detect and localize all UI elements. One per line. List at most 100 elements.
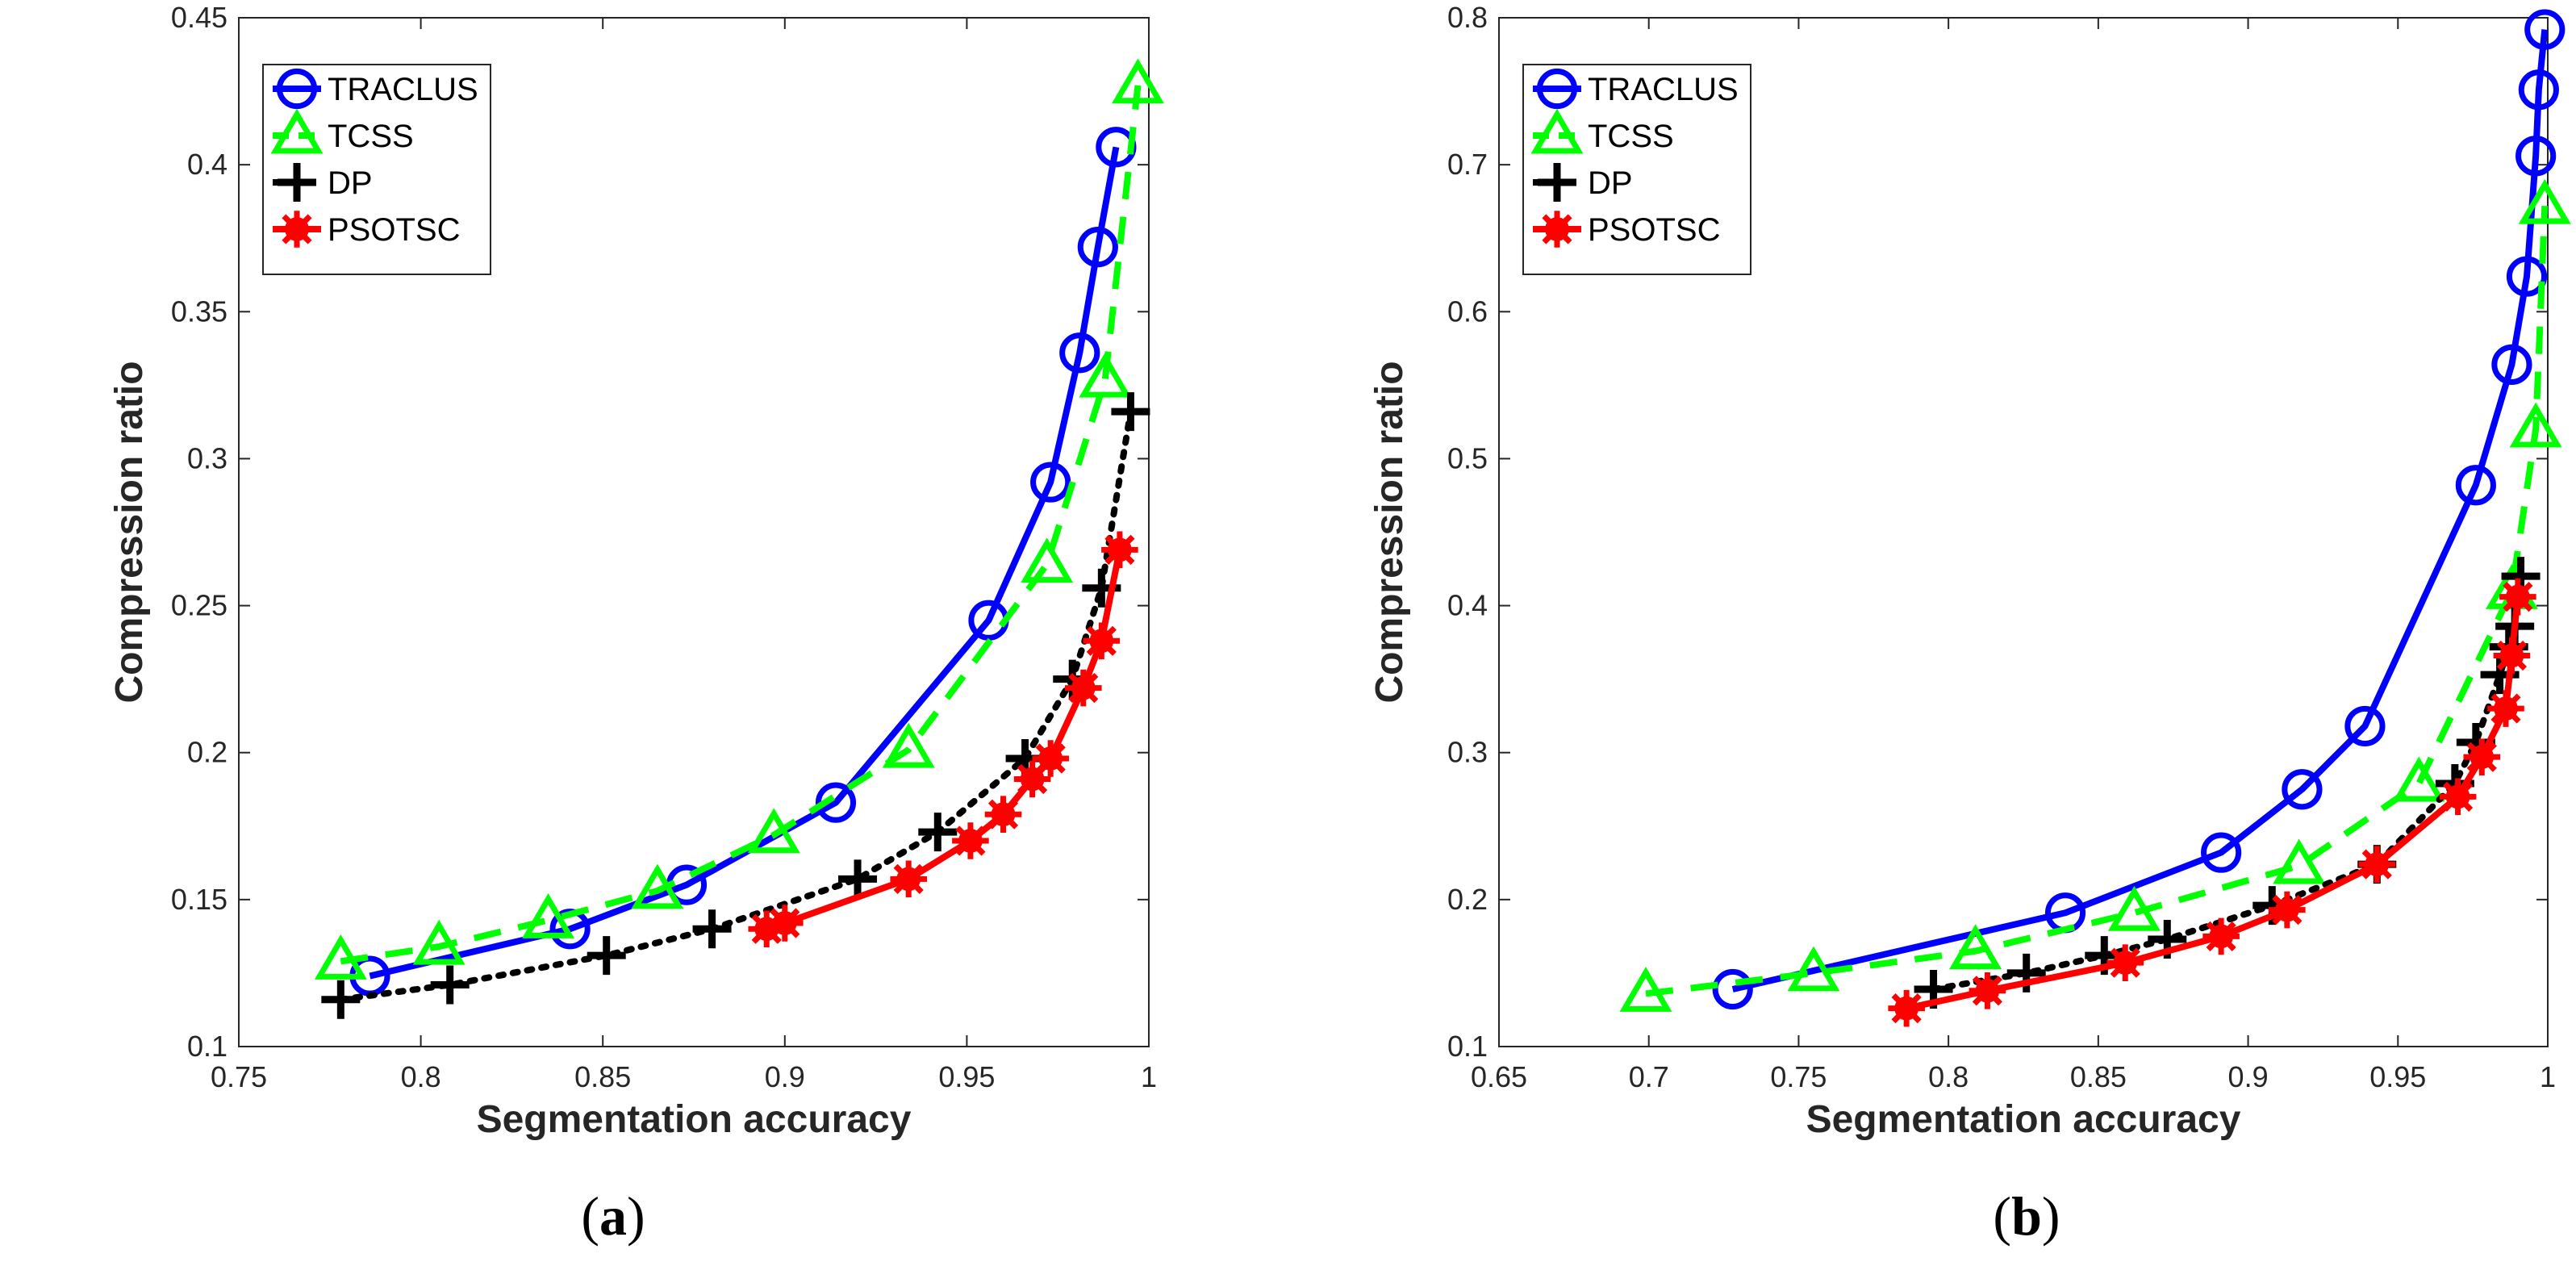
legend-marker-tcss xyxy=(1530,108,1584,154)
series-line-traclus xyxy=(1731,29,2549,992)
series-line-tcss xyxy=(1645,205,2549,997)
legend-marker-traclus xyxy=(1536,68,1578,110)
data-point-tcss xyxy=(1619,967,1672,1012)
panel-caption-a: (a) xyxy=(581,1185,645,1247)
y-tick-label: 0.4 xyxy=(187,148,228,181)
y-axis-label: Compression ratio xyxy=(1368,361,1411,703)
x-tick-label: 0.85 xyxy=(574,1060,631,1093)
data-point-tcss xyxy=(2107,885,2161,931)
x-tick-label: 0.95 xyxy=(2369,1060,2426,1093)
data-point-psotsc-rays xyxy=(1032,740,1069,777)
data-point-psotsc-rays xyxy=(2493,637,2531,675)
data-point-psotsc-rays xyxy=(1083,622,1121,660)
series-psotsc xyxy=(748,531,1138,948)
x-tick-label: 0.85 xyxy=(2070,1060,2127,1093)
data-point-traclus xyxy=(815,782,857,823)
y-tick-label: 0.6 xyxy=(1447,295,1488,328)
data-point-tcss xyxy=(522,892,575,938)
legend-label-psotsc: PSOTSC xyxy=(328,212,460,248)
data-point-tcss xyxy=(2392,756,2445,802)
x-tick-label: 1 xyxy=(2540,1060,2556,1093)
x-axis-label: Segmentation accuracy xyxy=(477,1098,912,1141)
y-tick-label: 0.2 xyxy=(1447,883,1488,916)
series-traclus xyxy=(1712,9,2566,1010)
data-point-tcss xyxy=(631,863,684,909)
data-point-traclus xyxy=(2344,705,2386,747)
data-point-tcss xyxy=(314,934,367,980)
series-psotsc xyxy=(1888,578,2536,1027)
legend: TRACLUS TCSS DP PSOTSC xyxy=(262,64,491,275)
caption-letter: a xyxy=(599,1185,627,1247)
y-tick-label: 0.35 xyxy=(171,295,228,328)
data-point-dp xyxy=(587,936,626,976)
series-tcss xyxy=(1619,178,2571,1012)
data-point-traclus xyxy=(2524,9,2566,50)
series-line-dp xyxy=(337,408,1134,1003)
x-tick-label: 1 xyxy=(1141,1060,1157,1093)
chart-panel-b: 0.65 0.7 0.75 0.8 0.85 0.9 0.95 1 0.1 0.2 0.3 0.4 0.… xyxy=(1368,1,2571,1141)
caption-letter: b xyxy=(2011,1185,2042,1247)
y-tick-label: 0.5 xyxy=(1447,441,1488,474)
legend: TRACLUS TCSS DP PSOTSC xyxy=(1522,64,1751,275)
data-point-psotsc-rays xyxy=(2106,944,2144,981)
series-dp xyxy=(321,392,1150,1019)
y-tick-label: 0.2 xyxy=(187,736,228,769)
data-point-traclus xyxy=(1077,227,1118,268)
y-tick-label: 0.15 xyxy=(171,883,228,916)
legend-marker-psotsc-rays xyxy=(1539,211,1576,248)
data-point-traclus xyxy=(1059,332,1100,374)
data-point-tcss xyxy=(2273,838,2326,884)
series-tcss xyxy=(314,58,1164,980)
data-point-dp xyxy=(430,965,470,1005)
y-tick-label: 0.7 xyxy=(1447,148,1488,181)
series-line-traclus xyxy=(369,146,1120,980)
legend-label-dp: DP xyxy=(1588,165,1633,201)
data-point-dp xyxy=(918,813,958,852)
data-point-tcss xyxy=(412,919,466,965)
data-point-psotsc-rays xyxy=(984,796,1022,834)
data-point-tcss xyxy=(747,808,800,854)
data-point-psotsc-rays xyxy=(2358,846,2396,883)
chart-panel-a: 0.75 0.8 0.85 0.9 0.95 1 0.1 0.15 0.2 0.25 0.3 0.35… xyxy=(108,1,1164,1141)
data-point-traclus xyxy=(2518,69,2559,111)
x-tick-label: 0.9 xyxy=(765,1060,805,1093)
data-point-psotsc-rays xyxy=(2463,738,2501,775)
data-point-psotsc-rays xyxy=(952,822,989,859)
y-tick-label: 0.4 xyxy=(1447,589,1488,622)
data-point-traclus xyxy=(2515,136,2557,177)
y-tick-label: 0.45 xyxy=(171,1,228,34)
legend-marker-traclus xyxy=(276,68,318,110)
legend-marker-dp xyxy=(1538,163,1576,202)
y-tick-label: 0.3 xyxy=(187,441,228,474)
x-tick-label: 0.8 xyxy=(1928,1060,1969,1093)
data-point-traclus xyxy=(2455,465,2496,506)
data-point-traclus xyxy=(2506,256,2548,297)
y-tick-label: 0.1 xyxy=(1447,1030,1488,1063)
data-point-traclus xyxy=(2491,344,2532,385)
x-tick-label: 0.75 xyxy=(211,1060,267,1093)
data-point-dp xyxy=(838,859,878,899)
data-point-psotsc-rays xyxy=(1064,669,1102,707)
data-point-psotsc-rays xyxy=(1101,531,1138,569)
x-tick-label: 0.9 xyxy=(2228,1060,2269,1093)
data-point-psotsc-rays xyxy=(1013,760,1051,798)
data-point-psotsc-rays xyxy=(748,910,786,948)
legend-marker-psotsc-rays xyxy=(278,211,315,248)
y-tick-label: 0.1 xyxy=(187,1030,228,1063)
series-line-psotsc xyxy=(766,549,1123,933)
data-point-psotsc-rays xyxy=(2269,891,2306,929)
data-point-tcss xyxy=(1949,924,2002,970)
series-line-tcss xyxy=(340,85,1142,965)
data-point-psotsc-rays xyxy=(2499,578,2536,616)
data-point-psotsc-rays xyxy=(2439,778,2477,816)
data-point-psotsc-rays xyxy=(766,905,804,942)
data-point-tcss xyxy=(2509,402,2562,448)
legend-label-dp: DP xyxy=(328,165,373,201)
y-tick-label: 0.3 xyxy=(1447,736,1488,769)
data-point-tcss xyxy=(882,722,935,768)
data-point-dp xyxy=(692,909,732,949)
data-point-tcss xyxy=(1787,946,1840,992)
data-point-tcss xyxy=(1021,537,1074,583)
data-point-psotsc-rays xyxy=(2487,690,2524,727)
